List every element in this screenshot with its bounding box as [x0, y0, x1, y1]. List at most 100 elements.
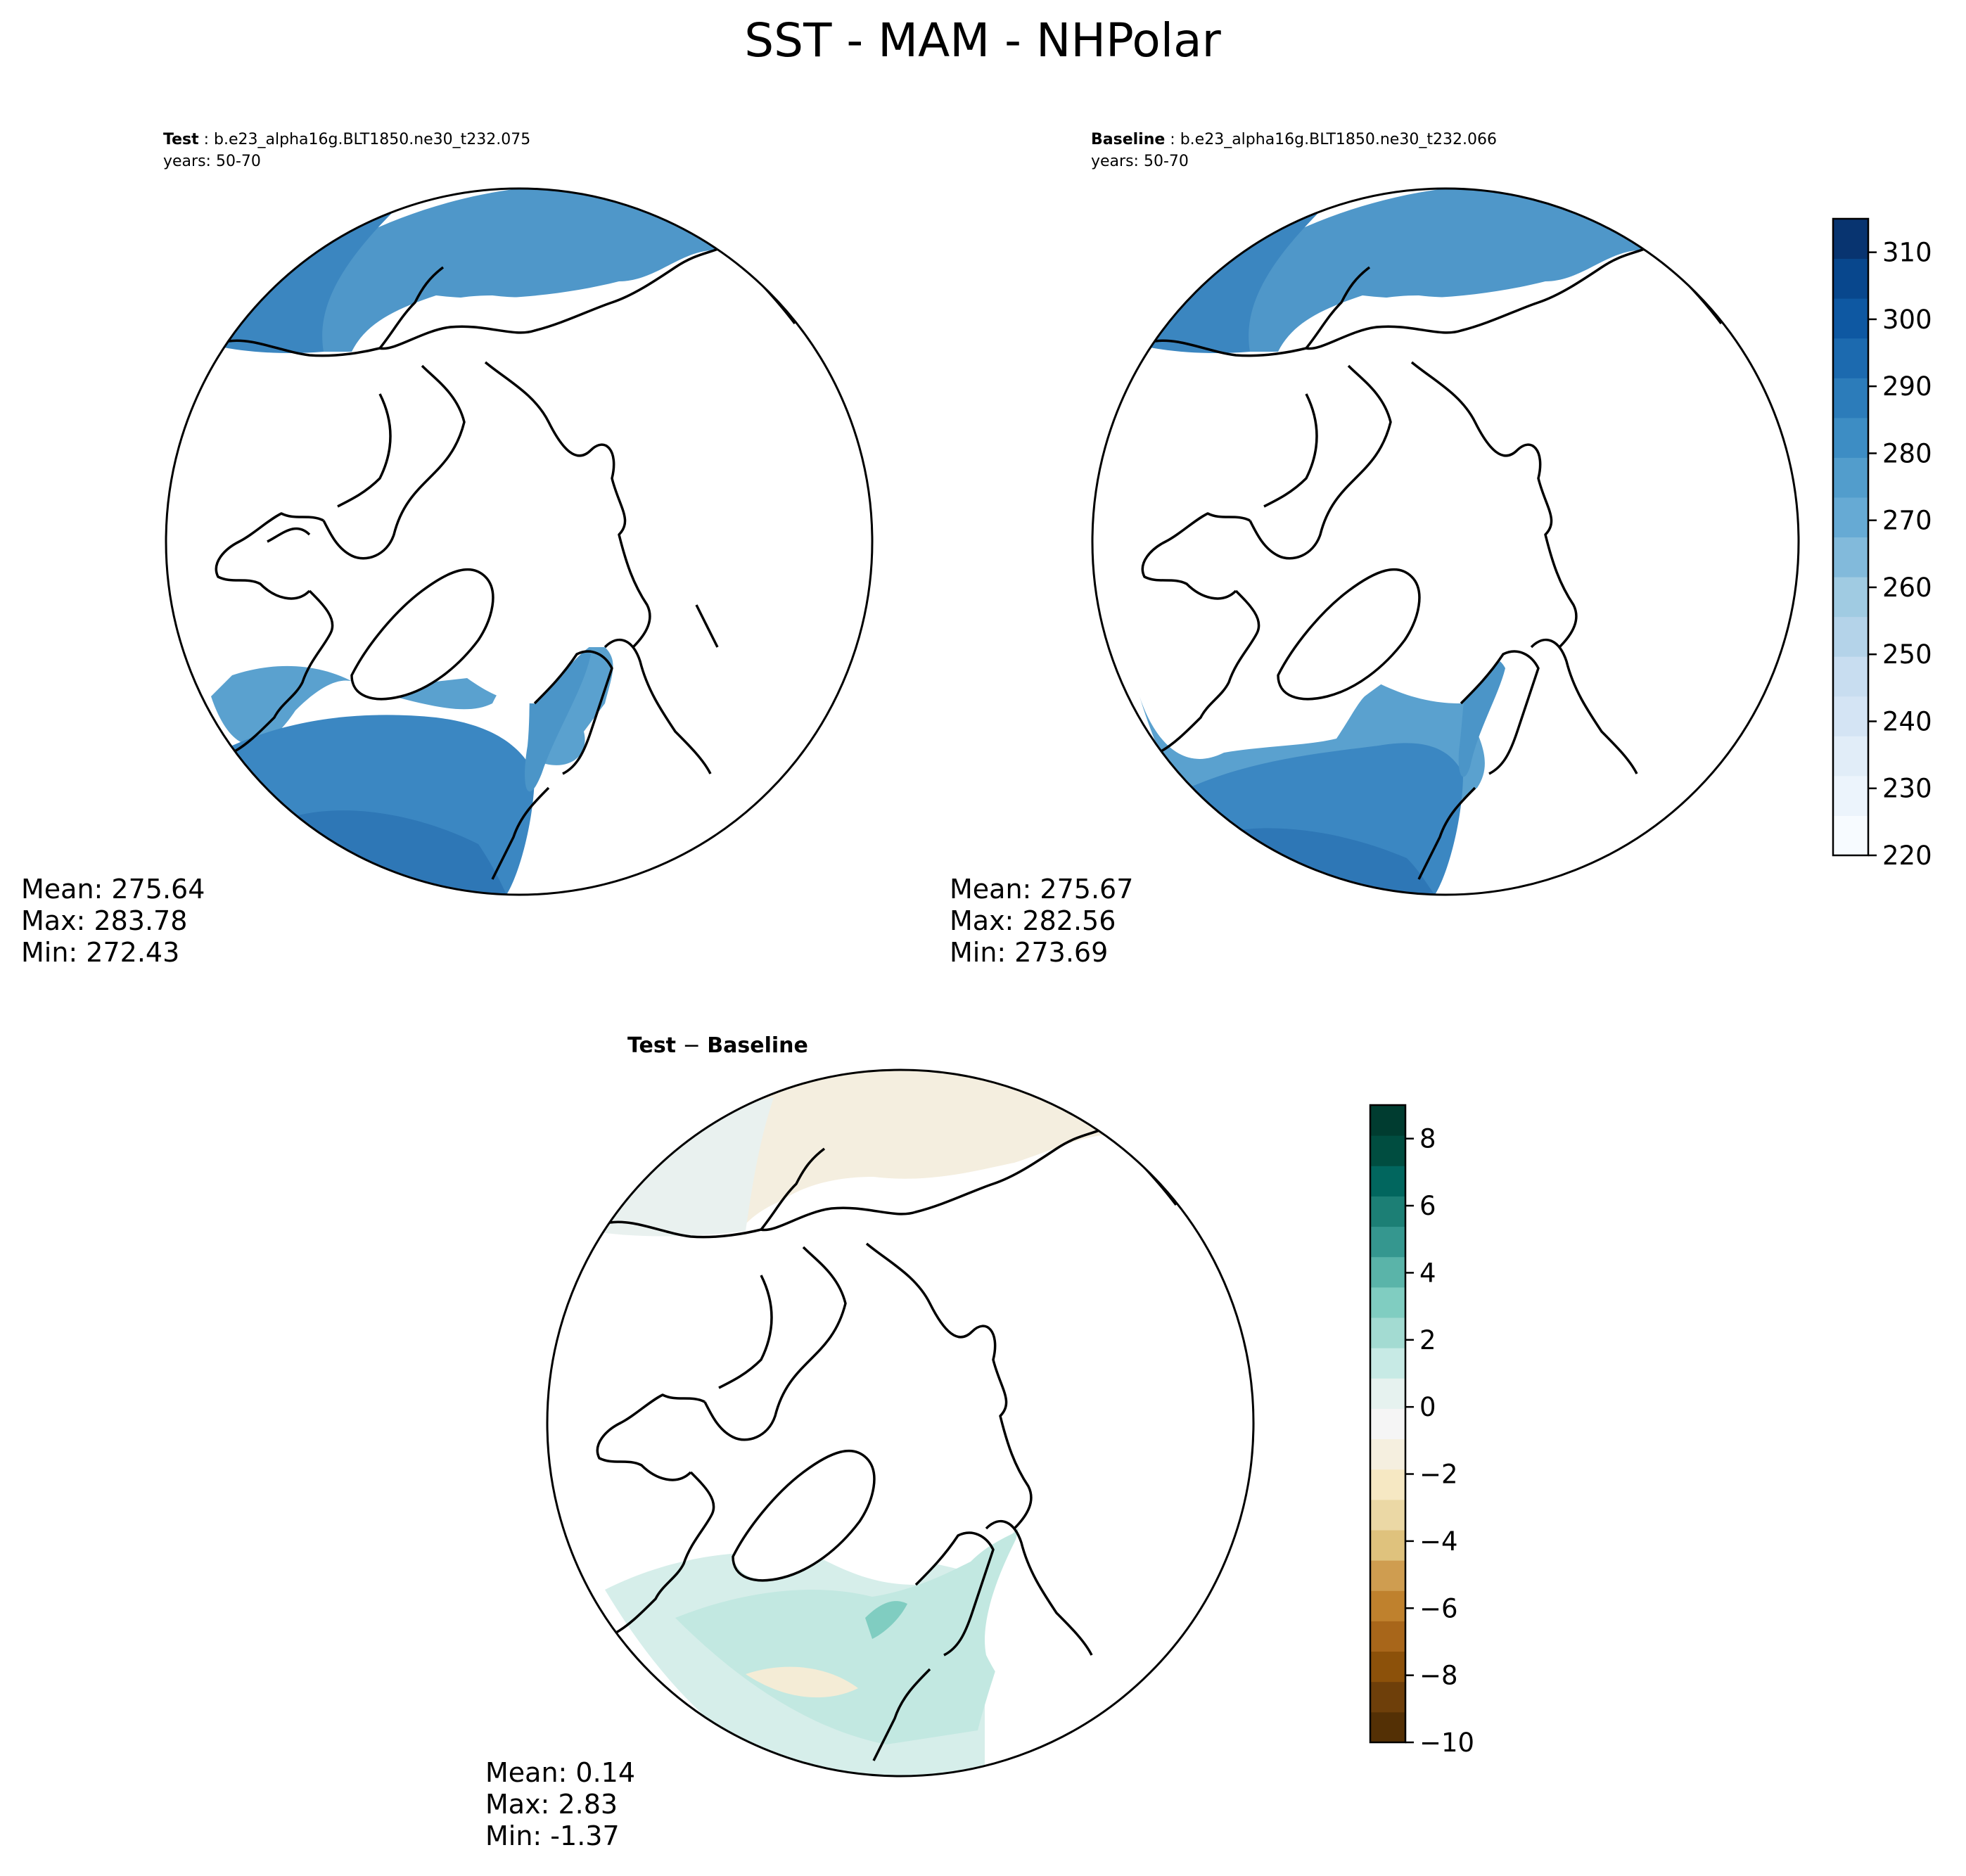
colorbar-segment: [1370, 1590, 1405, 1621]
panel-baseline-stat-max: Max: 282.56: [950, 905, 1116, 936]
land-eurasia: [388, 253, 872, 879]
diff-field-atlantic-strong: [865, 1601, 907, 1639]
colorbar-segment: [1370, 1348, 1405, 1379]
panel-test-stat-mean: Mean: 275.64: [21, 874, 205, 905]
colorbar-tick-label: 280: [1882, 438, 1932, 468]
colorbar-tick-label: 8: [1419, 1124, 1436, 1154]
panel-baseline-years: years: 50-70: [1091, 153, 1189, 170]
colorbar-segment: [1370, 1408, 1405, 1440]
colorbar-tick-label: 250: [1882, 639, 1932, 670]
sst-field-pacific: [211, 189, 767, 352]
sst-field-atlantic-warm: [295, 810, 506, 895]
figure-title: SST - MAM - NHPolar: [744, 13, 1221, 68]
panel-baseline-stat-min: Min: 273.69: [950, 937, 1108, 968]
colorbar-segment: [1370, 1469, 1405, 1500]
colorbar-segment: [1833, 219, 1868, 260]
colorbar-tick-label: 240: [1882, 706, 1932, 736]
colorbar-frame: [1369, 1104, 1407, 1744]
panel-test-label: Test: [163, 131, 199, 148]
colorbar-tick-label: 260: [1882, 573, 1932, 603]
colorbar-tick-label: 2: [1419, 1325, 1436, 1355]
colorbar-segment: [1370, 1560, 1405, 1591]
sst-field-atlantic-warm: [1238, 828, 1435, 895]
colorbar-difference: −10 −8 −6 −4 −2 0 2 4 6 8: [1369, 1104, 1474, 1758]
sst-field-pacific-warm: [211, 211, 394, 353]
colorbar-tick-label: −4: [1419, 1526, 1458, 1557]
colorbar-tick-label: 270: [1882, 506, 1932, 536]
colorbar-segment: [1833, 656, 1868, 697]
colorbar-segment: [1370, 1196, 1405, 1227]
colorbar-segment: [1833, 378, 1868, 419]
polar-map-difference: [547, 1070, 1253, 1776]
panel-baseline-stat-mean: Mean: 275.67: [950, 874, 1133, 905]
colorbar-segment: [1370, 1135, 1405, 1166]
panel-difference-stat-max: Max: 2.83: [485, 1789, 618, 1820]
panel-difference-stat-min: Min: -1.37: [485, 1820, 620, 1851]
panel-test-years: years: 50-70: [163, 153, 261, 170]
colorbar-frame: [1832, 217, 1870, 857]
colorbar-segment: [1833, 815, 1868, 856]
colorbar-tick-label: −10: [1419, 1728, 1474, 1758]
colorbar-segment: [1370, 1256, 1405, 1288]
colorbar-segment: [1370, 1105, 1405, 1136]
colorbar-segment: [1833, 696, 1868, 736]
land-greenland: [733, 1454, 879, 1581]
colorbar-segment: [1370, 1287, 1405, 1318]
colorbar-tick-label: 4: [1419, 1258, 1436, 1288]
panel-baseline-label: Baseline: [1091, 131, 1165, 148]
colorbar-segment: [1833, 258, 1868, 299]
colorbar-segment: [1833, 775, 1868, 816]
colorbar-segment: [1370, 1651, 1405, 1683]
panel-difference-label: Test: [627, 1033, 676, 1058]
panel-test-header: Test : b.e23_alpha16g.BLT1850.ne30_t232.…: [163, 131, 530, 148]
colorbar-tick-label: 6: [1419, 1191, 1436, 1221]
colorbar-tick-label: 230: [1882, 774, 1932, 804]
colorbar-segment: [1833, 497, 1868, 537]
colorbar-segment: [1370, 1621, 1405, 1652]
panel-test-stat-min: Min: 272.43: [21, 937, 179, 968]
panel-baseline-separator: :: [1165, 131, 1180, 148]
panel-difference-label-2: Baseline: [707, 1033, 808, 1058]
colorbar-tick-label: −6: [1419, 1593, 1458, 1623]
land-eurasia: [1315, 253, 1799, 879]
colorbar-tick-label: 300: [1882, 305, 1932, 335]
polar-map-baseline: [1092, 189, 1799, 895]
colorbar-tick-label: 310: [1882, 238, 1932, 268]
colorbar-tick-label: 290: [1882, 371, 1932, 402]
colorbar-segment: [1370, 1530, 1405, 1561]
colorbar-segment: [1370, 1681, 1405, 1713]
sst-field-pacific-warm: [1137, 211, 1320, 353]
colorbar-absolute: 220 230 240 250 260 270 280 290 300 310: [1832, 217, 1932, 871]
panel-test-separator: :: [199, 131, 214, 148]
colorbar-segment: [1370, 1166, 1405, 1197]
panel-difference-separator: −: [676, 1033, 707, 1058]
land-greenland: [352, 573, 498, 699]
coastlines-difference: [596, 1126, 1177, 1761]
colorbar-tick-label: 220: [1882, 841, 1932, 871]
land-greenland: [1278, 573, 1424, 699]
diff-field-pacific-west: [591, 1097, 774, 1237]
colorbar-segment: [1370, 1317, 1405, 1348]
colorbar-segment: [1833, 616, 1868, 657]
map-boundary-baseline: [1091, 187, 1800, 896]
colorbar-segment: [1833, 338, 1868, 378]
colorbar-segment: [1833, 417, 1868, 458]
coastlines-baseline: [1141, 245, 1723, 880]
colorbar-tick-label: −2: [1419, 1460, 1458, 1490]
panel-baseline-header: Baseline : b.e23_alpha16g.BLT1850.ne30_t…: [1091, 131, 1497, 148]
colorbar-tick-label: 0: [1419, 1392, 1436, 1422]
colorbar-segment: [1370, 1438, 1405, 1470]
diff-field-atlantic-cool: [746, 1666, 858, 1698]
panel-test-case: b.e23_alpha16g.BLT1850.ne30_t232.075: [214, 131, 530, 148]
colorbar-segment: [1833, 577, 1868, 618]
colorbar-segment: [1370, 1378, 1405, 1409]
colorbar-tick-label: −8: [1419, 1661, 1458, 1691]
land-eurasia: [770, 1135, 1253, 1761]
panel-baseline-case: b.e23_alpha16g.BLT1850.ne30_t232.066: [1180, 131, 1497, 148]
panel-test: Test : b.e23_alpha16g.BLT1850.ne30_t232.…: [21, 131, 874, 968]
panel-difference-stat-mean: Mean: 0.14: [485, 1757, 635, 1788]
map-boundary-difference: [546, 1068, 1255, 1778]
colorbar-segment: [1833, 537, 1868, 578]
map-boundary-test: [165, 187, 874, 896]
